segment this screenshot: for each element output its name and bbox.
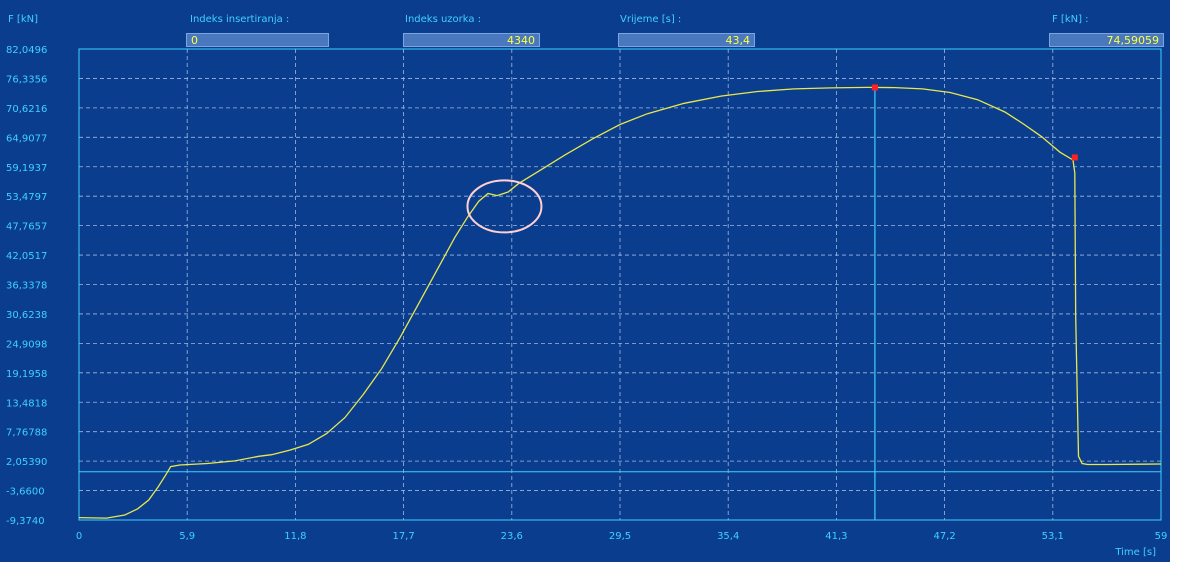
x-tick-label: 59 [1155, 531, 1168, 542]
force-series-line [78, 86, 1162, 519]
time-field[interactable]: 43,4 [618, 33, 755, 47]
x-tick-label: 41,3 [825, 531, 847, 542]
y-tick-label: 24,9098 [6, 339, 47, 350]
chart-window: F [kN] Indeks insertiranja : 0 Indeks uz… [0, 0, 1170, 562]
x-tick-label: 29,5 [609, 531, 631, 542]
y-tick-label: 64,9077 [6, 133, 47, 144]
insertion-index-label: Indeks insertiranja : [190, 14, 290, 25]
y-tick-label: 19,1958 [6, 369, 47, 380]
y-tick-label: -3,6600 [6, 487, 45, 498]
y-tick-label: 59,1937 [6, 163, 47, 174]
force-field[interactable]: 74,59059 [1049, 33, 1164, 47]
time-label: Vrijeme [s] : [620, 14, 682, 25]
x-tick-label: 11,8 [284, 531, 306, 542]
y-tick-label: 82,0496 [6, 45, 47, 56]
x-tick-label: 5,9 [179, 531, 195, 542]
insertion-index-field[interactable]: 0 [186, 33, 329, 47]
y-tick-label: 47,7657 [6, 222, 47, 233]
y-tick-label: 30,6238 [6, 310, 47, 321]
x-tick-label: 0 [76, 531, 82, 542]
y-tick-label: 42,0517 [6, 251, 47, 262]
y-unit-label: F [kN] [8, 14, 39, 25]
y-tick-label: 7,76788 [6, 428, 47, 439]
x-tick-label: 47,2 [933, 531, 955, 542]
y-tick-label: 53,4797 [6, 192, 47, 203]
y-tick-label: -9,3740 [6, 516, 45, 527]
x-tick-label: 53,1 [1042, 531, 1064, 542]
data-point-marker [871, 84, 878, 91]
highlight-circle [466, 179, 543, 234]
x-tick-label: 23,6 [501, 531, 523, 542]
x-axis-title: Time [s] [1114, 547, 1156, 558]
y-tick-label: 36,3378 [6, 281, 47, 292]
x-tick-label: 35,4 [717, 531, 739, 542]
y-tick-label: 2,05390 [6, 457, 47, 468]
data-point-marker [1071, 154, 1078, 161]
force-label: F [kN] : [1052, 14, 1089, 25]
y-tick-label: 70,6216 [6, 104, 47, 115]
force-time-chart: 82,0496 76,3356 70,6216 64,9077 59,1937 53,47… [6, 45, 1168, 558]
sample-index-field[interactable]: 4340 [403, 33, 540, 47]
x-tick-label: 17,7 [392, 531, 414, 542]
sample-index-label: Indeks uzorka : [405, 14, 482, 25]
y-tick-label: 13,4818 [6, 398, 47, 409]
y-tick-label: 76,3356 [6, 74, 47, 85]
